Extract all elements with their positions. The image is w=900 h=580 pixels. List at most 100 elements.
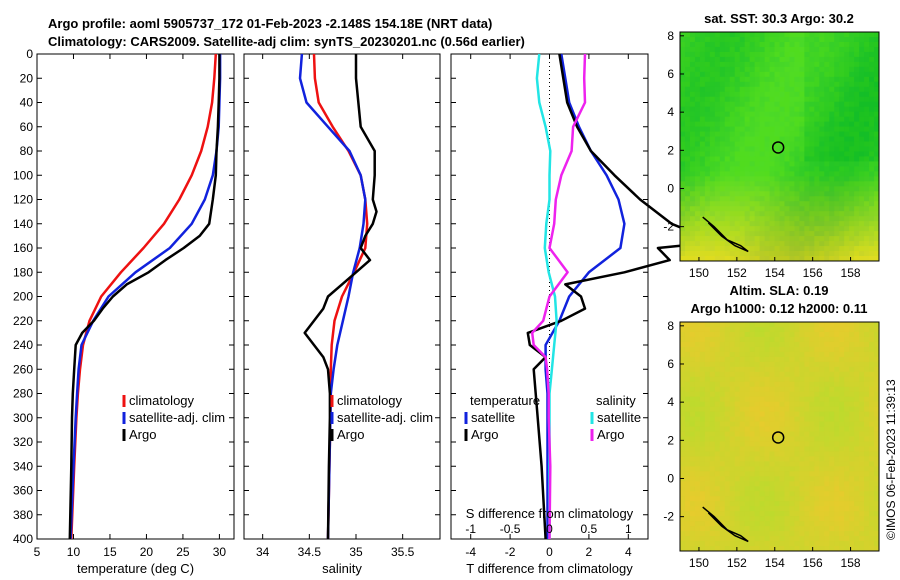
heatmap-cell	[794, 136, 800, 143]
heatmap-cell	[844, 411, 850, 418]
heatmap-cell	[849, 411, 855, 418]
heatmap-cell	[729, 71, 736, 78]
heatmap-cell	[864, 511, 870, 517]
heatmap-cell	[824, 511, 830, 517]
heatmap-cell	[724, 491, 731, 497]
heatmap-cell	[759, 81, 766, 88]
heatmap-cell	[754, 256, 761, 261]
heatmap-cell	[819, 191, 825, 197]
heatmap-cell	[704, 326, 711, 333]
heatmap-cell	[849, 146, 855, 152]
heatmap-cell	[864, 91, 870, 98]
heatmap-cell	[769, 41, 776, 48]
heatmap-cell	[839, 481, 845, 487]
heatmap-cell	[799, 181, 805, 187]
heatmap-cell	[844, 506, 850, 512]
heatmap-cell	[689, 516, 696, 522]
heatmap-cell	[694, 66, 701, 73]
heatmap-cell	[814, 531, 820, 537]
heatmap-cell	[769, 531, 776, 537]
heatmap-cell	[680, 546, 686, 551]
heatmap-cell	[819, 226, 825, 232]
heatmap-cell	[789, 531, 795, 537]
heatmap-cell	[764, 131, 771, 138]
heatmap-cell	[844, 166, 850, 172]
heatmap-cell	[774, 436, 780, 442]
heatmap-cell	[844, 361, 850, 368]
heatmap-cell	[804, 411, 810, 418]
heatmap-cell	[874, 161, 879, 167]
heatmap-cell	[784, 341, 790, 348]
heatmap-cell	[744, 181, 751, 187]
heatmap-cell	[789, 346, 795, 353]
heatmap-cell	[719, 346, 726, 353]
heatmap-cell	[859, 336, 865, 343]
heatmap-cell	[849, 431, 855, 437]
heatmap-cell	[849, 481, 855, 487]
heatmap-cell	[719, 71, 726, 78]
heatmap-cell	[779, 356, 785, 363]
heatmap-cell	[724, 256, 731, 261]
heatmap-cell	[859, 411, 865, 418]
heatmap-cell	[799, 91, 805, 98]
heatmap-cell	[729, 411, 736, 418]
heatmap-cell	[874, 346, 879, 353]
heatmap-cell	[844, 156, 850, 162]
heatmap-cell	[724, 146, 731, 152]
heatmap-cell	[704, 51, 711, 58]
heatmap-cell	[789, 406, 795, 413]
heatmap-cell	[739, 486, 746, 492]
heatmap-cell	[854, 136, 860, 143]
heatmap-cell	[844, 236, 850, 242]
heatmap-cell	[694, 391, 701, 398]
heatmap-cell	[694, 51, 701, 58]
heatmap-cell	[699, 156, 706, 162]
heatmap-cell	[869, 456, 875, 462]
heatmap-cell	[719, 91, 726, 98]
heatmap-cell	[724, 156, 731, 162]
heatmap-cell	[834, 491, 840, 497]
heatmap-cell	[769, 246, 776, 252]
heatmap-cell	[874, 106, 879, 113]
heatmap-cell	[759, 366, 766, 373]
heatmap-cell	[729, 386, 736, 393]
heatmap-cell	[759, 401, 766, 408]
heatmap-cell	[794, 126, 800, 133]
heatmap-cell	[744, 56, 751, 63]
heatmap-cell	[799, 256, 805, 261]
s-tick-label: -1	[465, 522, 476, 536]
heatmap-cell	[714, 391, 721, 398]
heatmap-cell	[754, 51, 761, 58]
heatmap-cell	[709, 491, 716, 497]
heatmap-cell	[729, 521, 736, 527]
heatmap-cell	[789, 431, 795, 437]
heatmap-cell	[714, 141, 721, 147]
heatmap-cell	[844, 161, 850, 167]
heatmap-cell	[834, 481, 840, 487]
heatmap-cell	[769, 521, 776, 527]
heatmap-cell	[699, 136, 706, 143]
heatmap-cell	[794, 236, 800, 242]
heatmap-cell	[799, 526, 805, 532]
heatmap-cell	[724, 246, 731, 252]
heatmap-cell	[689, 106, 696, 113]
heatmap-cell	[839, 71, 845, 78]
heatmap-cell	[739, 456, 746, 462]
heatmap-cell	[689, 441, 696, 447]
heatmap-cell	[809, 156, 815, 162]
heatmap-cell	[709, 351, 716, 358]
heatmap-cell	[799, 416, 805, 423]
heatmap-cell	[739, 171, 746, 177]
heatmap-cell	[769, 106, 776, 113]
heatmap-cell	[869, 191, 875, 197]
heatmap-cell	[789, 446, 795, 452]
heatmap-cell	[864, 441, 870, 447]
heatmap-cell	[859, 66, 865, 73]
heatmap-cell	[794, 366, 800, 373]
heatmap-cell	[684, 421, 691, 428]
heatmap-cell	[680, 421, 686, 428]
heatmap-cell	[764, 231, 771, 237]
heatmap-cell	[794, 51, 800, 58]
heatmap-cell	[794, 371, 800, 378]
heatmap-cell	[859, 326, 865, 333]
